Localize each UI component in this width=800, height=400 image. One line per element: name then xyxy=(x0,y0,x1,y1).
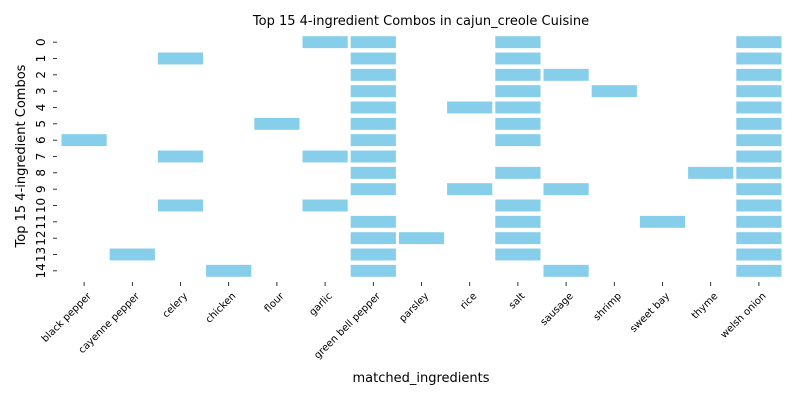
heatmap-cell xyxy=(736,117,782,130)
heatmap-cell xyxy=(495,199,541,212)
heatmap-cell xyxy=(736,36,782,49)
heatmap-cell xyxy=(543,183,589,196)
x-tick-label: shrimp xyxy=(592,291,624,323)
x-tick-label: thyme xyxy=(690,291,720,321)
heatmap-cell xyxy=(157,150,204,163)
y-tick-label: 1 xyxy=(34,55,48,63)
y-tick-label: 3 xyxy=(34,87,48,95)
heatmap-cell xyxy=(495,52,541,65)
heatmap-cell xyxy=(736,183,782,196)
heatmap-cell xyxy=(350,150,396,163)
heatmap-cell xyxy=(447,101,493,114)
heatmap-cell xyxy=(543,68,589,81)
heatmap-cell xyxy=(254,117,300,130)
heatmap-cell xyxy=(543,264,589,277)
heatmap-cell xyxy=(495,134,541,147)
x-tick-label: parsley xyxy=(397,291,431,325)
heatmap-cell xyxy=(350,85,396,98)
x-tick-label: sausage xyxy=(539,291,576,328)
heatmap-cell xyxy=(302,36,348,49)
y-tick-label: 5 xyxy=(34,120,48,128)
heatmap-cell xyxy=(495,36,541,49)
heatmap-cell xyxy=(109,248,155,261)
x-tick-label: celery xyxy=(161,291,190,320)
heatmap-cell xyxy=(736,232,782,245)
heatmap-cell xyxy=(350,215,396,228)
heatmap-cell xyxy=(736,264,782,277)
heatmap-cell xyxy=(302,150,348,163)
heatmap-cells xyxy=(61,36,782,277)
heatmap-cell xyxy=(447,183,493,196)
heatmap-cell xyxy=(350,52,396,65)
heatmap-cell xyxy=(736,68,782,81)
y-tick-label: 4 xyxy=(34,104,48,112)
y-tick-label: 14 xyxy=(34,263,48,278)
heatmap-cell xyxy=(398,232,445,245)
x-axis-label: matched_ingredients xyxy=(353,371,490,386)
heatmap-cell xyxy=(350,264,396,277)
heatmap-cell xyxy=(157,52,204,65)
heatmap-cell xyxy=(495,248,541,261)
heatmap-cell xyxy=(495,166,541,179)
heatmap-cell xyxy=(495,117,541,130)
y-axis-label: Top 15 4-ingredient Combos xyxy=(14,64,29,248)
heatmap-cell xyxy=(736,199,782,212)
x-tick-label: chicken xyxy=(204,291,239,326)
heatmap-cell xyxy=(350,248,396,261)
y-tick-label: 11 xyxy=(34,214,48,229)
heatmap-cell xyxy=(495,215,541,228)
heatmap-cell xyxy=(350,68,396,81)
heatmap-cell xyxy=(302,199,348,212)
heatmap-cell xyxy=(736,248,782,261)
heatmap-cell xyxy=(495,85,541,98)
heatmap-cell xyxy=(350,183,396,196)
y-tick-label: 12 xyxy=(34,231,48,246)
heatmap-cell xyxy=(350,232,396,245)
y-tick-label: 10 xyxy=(34,198,48,213)
x-tick-label: salt xyxy=(507,291,528,312)
heatmap-cell xyxy=(736,134,782,147)
y-tick-label: 8 xyxy=(34,169,48,177)
heatmap-cell xyxy=(350,36,396,49)
x-tick-label: black pepper xyxy=(40,290,94,344)
heatmap-cell xyxy=(350,134,396,147)
x-tick-label: flour xyxy=(263,290,288,315)
x-tick-label: rice xyxy=(458,291,479,312)
heatmap-cell xyxy=(350,117,396,130)
heatmap-cell xyxy=(591,85,637,98)
heatmap-cell xyxy=(350,166,396,179)
y-tick-label: 0 xyxy=(34,38,48,46)
heatmap-cell xyxy=(61,134,107,147)
heatmap-cell xyxy=(736,52,782,65)
x-tick-label: garlic xyxy=(307,291,334,318)
heatmap-cell xyxy=(736,215,782,228)
x-tick-label: welsh onion xyxy=(719,291,769,341)
heatmap-cell xyxy=(736,101,782,114)
heatmap-cell xyxy=(736,85,782,98)
y-tick-label: 2 xyxy=(34,71,48,79)
heatmap-cell xyxy=(157,199,204,212)
heatmap-cell xyxy=(688,166,734,179)
x-tick-label: sweet bay xyxy=(628,291,672,335)
heatmap-cell xyxy=(350,101,396,114)
heatmap-cell xyxy=(639,215,686,228)
heatmap-cell xyxy=(736,166,782,179)
heatmap-cell xyxy=(495,232,541,245)
heatmap-cell xyxy=(495,68,541,81)
y-tick-label: 13 xyxy=(34,247,48,262)
y-tick-label: 7 xyxy=(34,153,48,161)
heatmap-cell xyxy=(736,150,782,163)
y-tick-label: 9 xyxy=(34,185,48,193)
y-tick-label: 6 xyxy=(34,136,48,144)
heatmap-cell xyxy=(495,101,541,114)
chart-title: Top 15 4-ingredient Combos in cajun_creo… xyxy=(252,14,589,29)
heatmap-cell xyxy=(206,264,252,277)
